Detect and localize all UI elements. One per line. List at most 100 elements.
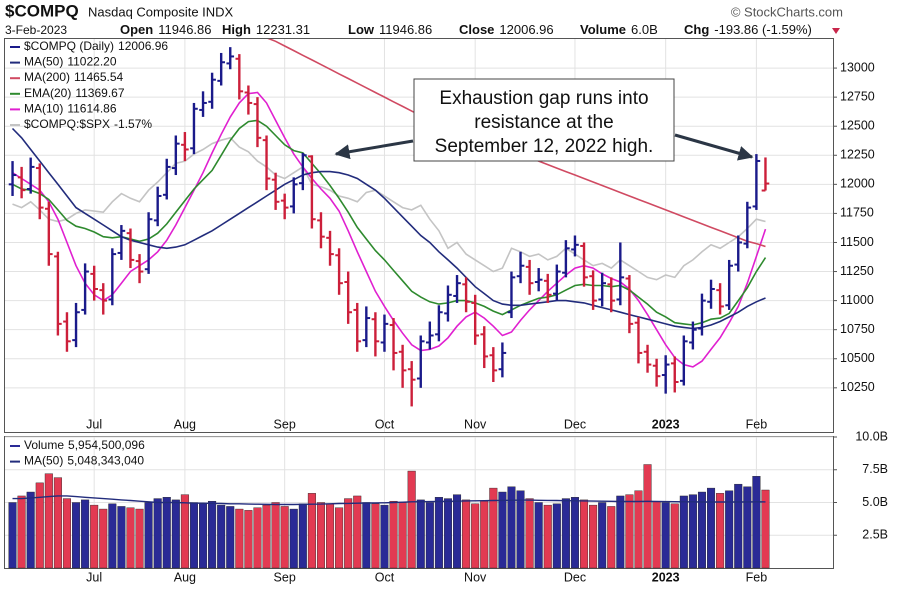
volume-bar [670, 503, 679, 569]
down-arrow-icon [832, 28, 840, 34]
field-label: Volume [580, 22, 626, 37]
volume-bar [634, 490, 643, 569]
x-tick-label: Sep [274, 570, 296, 584]
volume-bar [516, 490, 525, 569]
volume-bar [761, 489, 770, 569]
volume-bar [725, 490, 734, 569]
volume-bar [480, 500, 489, 569]
source: © StockCharts.com [731, 4, 843, 19]
volume-bar [507, 486, 516, 569]
x-tick-label: Jul [86, 417, 102, 431]
legend-name: $COMPQ:$SPX [24, 117, 110, 131]
x-tick-label: Oct [375, 417, 395, 431]
y-tick-label: 7.5B [862, 462, 888, 476]
y-tick-label: 10750 [840, 322, 875, 336]
volume-bar [253, 507, 262, 569]
field-label: High [222, 22, 251, 37]
volume-bar [108, 503, 117, 569]
y-tick-label: 12750 [840, 89, 875, 103]
volume-bar [561, 498, 570, 569]
x-tick-label: Jul [86, 570, 102, 584]
volume-bar [580, 499, 589, 569]
volume-bar [625, 494, 634, 569]
volume-bar [398, 502, 407, 569]
volume-bar [362, 502, 371, 569]
x-tick-label: Dec [564, 570, 586, 584]
volume-bar [679, 495, 688, 569]
field-value: 12231.31 [256, 22, 310, 37]
volume-layer: 2.5B 5.0B 7.5B 10.0B Jul Aug Sep Oct Nov Dec 2023 F… [5, 429, 888, 584]
price-layer: 10250 10500 10750 11000 11250 11500 11750 12000… [5, 39, 875, 432]
volume-bar [117, 506, 126, 569]
volume-bar [643, 464, 652, 569]
y-tick-label: 11250 [840, 264, 874, 278]
volume-bar [371, 503, 380, 569]
symbol: $COMPQ [5, 1, 79, 20]
y-tick-label: 13000 [840, 60, 875, 74]
volume-bar [416, 499, 425, 569]
volume-bar [652, 500, 661, 569]
volume-bar [189, 502, 198, 569]
volume-bar [307, 493, 316, 569]
x-tick-label: Nov [464, 570, 487, 584]
volume-bar [226, 506, 235, 569]
legend-name: $COMPQ (Daily) [24, 39, 114, 53]
volume-bar [688, 494, 697, 569]
legend-entry: MA(50) 11022.20 [24, 55, 117, 69]
volume-bar [434, 497, 443, 569]
header-field: Open 11946.86 [120, 22, 212, 37]
volume-bar [280, 506, 289, 569]
volume-bar [498, 491, 507, 569]
x-tick-label: Feb [746, 570, 768, 584]
legend-entry: MA(10) 11614.86 [24, 102, 117, 116]
volume-bar [217, 504, 226, 569]
volume-bar [534, 502, 543, 569]
field-label: Chg [684, 22, 709, 37]
volume-bar [316, 502, 325, 569]
line [12, 495, 766, 506]
x-tick-label: Dec [564, 417, 586, 431]
volume-bar [380, 504, 389, 569]
x-tick-label: 2023 [652, 417, 680, 431]
volume-bar [552, 503, 561, 569]
volume-bar [235, 508, 244, 569]
volume-bar [135, 508, 144, 569]
x-tick-label: Aug [174, 570, 196, 584]
line [12, 119, 767, 326]
volume-bar [661, 502, 670, 569]
legend-entry: Volume 5,954,500,096 [24, 438, 145, 452]
volume-bar [743, 486, 752, 569]
legend-name: MA(200) [24, 70, 70, 84]
legend-entry: EMA(20) 11369.67 [24, 86, 125, 100]
annotation-text: September 12, 2022 high. [435, 136, 654, 157]
field-label: Close [459, 22, 494, 37]
field-value: 11946.86 [379, 22, 432, 37]
volume-bar [199, 503, 208, 569]
volume-bar [335, 507, 344, 569]
volume-bar [589, 504, 598, 569]
volume-bar [90, 504, 99, 569]
volume-bar [407, 470, 416, 569]
y-tick-label: 12000 [840, 177, 875, 191]
volume-bar [144, 502, 153, 569]
legend-name: MA(10) [24, 102, 63, 116]
legend-name: EMA(20) [24, 86, 71, 100]
legend-value: 11022.20 [67, 55, 116, 69]
volume-bar [707, 487, 716, 569]
annotation: Exhaustion gap runs into resistance at t… [334, 78, 754, 162]
legend-value: 5,048,343,040 [67, 454, 144, 468]
legend-value: 12006.96 [118, 39, 168, 53]
header-field: Low 11946.86 [348, 22, 432, 37]
volume-bar [53, 477, 62, 569]
legend-value: 11614.86 [67, 102, 116, 116]
y-tick-label: 10250 [840, 380, 875, 394]
line [11, 127, 766, 330]
legend-value: 11465.54 [74, 70, 123, 84]
volume-bar [453, 494, 462, 569]
x-tick-label: 2023 [652, 570, 680, 584]
volume-bar [344, 498, 353, 569]
y-tick-label: 11750 [840, 206, 874, 220]
volume-bar [716, 493, 725, 569]
volume-bar [35, 482, 44, 569]
volume-bar [697, 491, 706, 569]
